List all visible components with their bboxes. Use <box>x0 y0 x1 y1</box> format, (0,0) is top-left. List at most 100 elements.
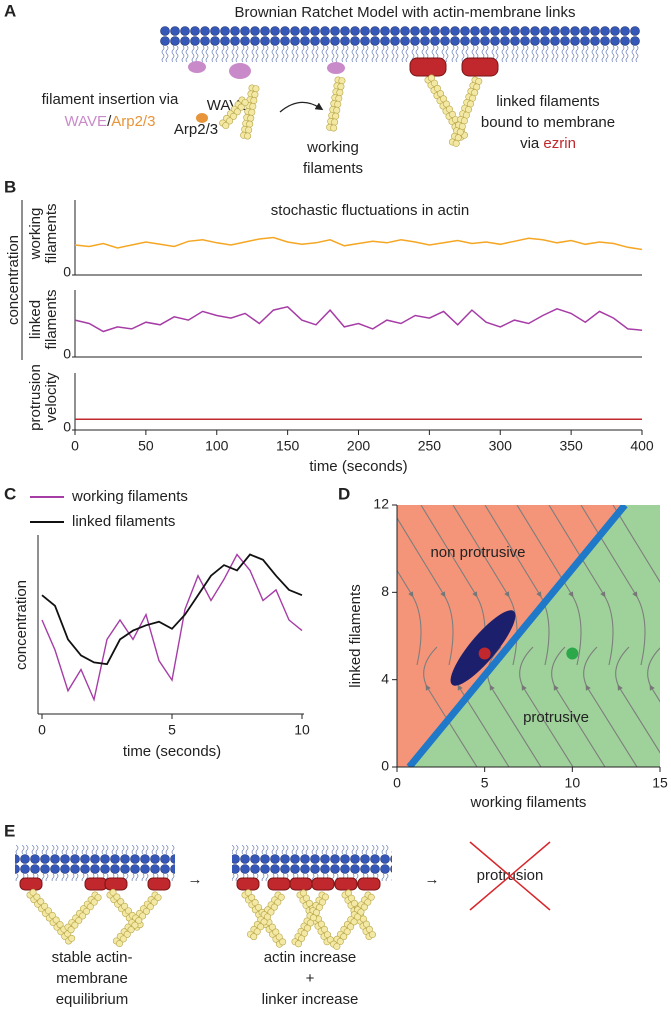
actin-bead <box>268 923 276 931</box>
actin-bead <box>336 89 344 97</box>
streamline <box>615 646 660 754</box>
actin-bead <box>255 903 263 911</box>
y-tick-label: 0 <box>63 419 71 435</box>
wave-protein <box>188 61 345 79</box>
state-label: membrane <box>56 970 128 987</box>
y-group-label: concentration <box>5 235 22 325</box>
actin-bead <box>250 933 258 941</box>
arp-text: Arp2/3 <box>111 113 155 130</box>
actin-bead <box>29 888 37 896</box>
region-label: non protrusive <box>430 544 525 561</box>
actin-bead <box>142 907 150 915</box>
actin-bead <box>127 926 135 934</box>
actin-bead <box>315 903 323 911</box>
state-label: equilibrium <box>56 991 129 1008</box>
actin-bead <box>365 925 373 933</box>
actin-bead <box>150 898 158 906</box>
streamline <box>647 647 660 703</box>
actin-bead <box>264 913 272 921</box>
actin-bead <box>267 908 275 916</box>
actin-bead <box>336 938 344 946</box>
filament <box>64 891 102 934</box>
x-tick-label: 400 <box>630 438 654 454</box>
actin-bead <box>115 940 123 948</box>
actin-bead <box>244 132 252 140</box>
x-tick-label: 0 <box>71 438 79 454</box>
arrow: → <box>425 871 440 888</box>
actin-bead <box>334 100 342 108</box>
wave-text: WAVE <box>65 113 108 130</box>
linked-label: linked filaments <box>496 93 599 110</box>
actin-bead <box>320 925 328 933</box>
filament <box>219 96 249 130</box>
actin-bead <box>94 894 102 902</box>
actin-bead <box>303 924 311 932</box>
actin-bead <box>448 110 456 118</box>
series-line <box>41 553 303 702</box>
actin-bead <box>226 117 234 125</box>
x-tick-label: 15 <box>652 775 668 791</box>
ezrin <box>84 877 108 891</box>
actin-bead <box>272 928 280 936</box>
filament <box>291 891 329 948</box>
y-tick-label: 12 <box>373 496 389 512</box>
membrane <box>160 26 640 62</box>
actin-bead <box>347 894 355 902</box>
streamline <box>580 505 646 666</box>
series-line <box>41 553 303 666</box>
ezrin <box>357 877 381 891</box>
actin-bead <box>250 97 258 105</box>
actin-bead <box>333 106 341 114</box>
actin-bead <box>427 74 435 82</box>
actin-bead <box>41 902 49 910</box>
y-axis-label: filaments <box>43 289 60 349</box>
filament <box>112 891 162 948</box>
actin-bead <box>338 77 346 85</box>
actin-bead <box>113 893 121 901</box>
actin-bead <box>445 105 453 113</box>
actin-bead <box>247 114 255 122</box>
arrow <box>279 101 324 113</box>
actin-bead <box>333 942 341 950</box>
actin-bead <box>139 912 147 920</box>
streamline <box>423 646 478 767</box>
streamline <box>548 505 614 666</box>
filament <box>240 84 260 140</box>
y-axis-label: filaments <box>43 203 60 263</box>
region <box>409 505 660 767</box>
actin-bead <box>321 893 329 901</box>
actin-bead <box>305 899 313 907</box>
actin-bead <box>131 921 139 929</box>
linked-label: via ezrin <box>520 135 576 152</box>
actin-bead <box>350 899 358 907</box>
state-label: actin increase <box>264 949 357 966</box>
actin-bead <box>350 918 358 926</box>
x-tick-label: 0 <box>393 775 401 791</box>
actin-bead <box>274 898 282 906</box>
x-axis-label: time (seconds) <box>309 458 407 475</box>
actin-bead <box>109 888 117 896</box>
arp-icon <box>196 113 208 123</box>
actin-bead <box>248 894 256 902</box>
streamline <box>516 505 582 666</box>
streamline <box>484 505 550 666</box>
actin-bead <box>368 931 376 939</box>
boundary <box>406 505 628 767</box>
actin-bead <box>67 926 75 934</box>
actin-bead <box>75 917 83 925</box>
y-axis-label: linked <box>27 300 44 339</box>
cross <box>469 841 551 911</box>
actin-bead <box>318 898 326 906</box>
x-tick-label: 50 <box>138 438 154 454</box>
ezrin <box>289 877 313 891</box>
actin-bead <box>33 893 41 901</box>
actin-bead <box>253 928 261 936</box>
actin-bead <box>124 907 132 915</box>
actin-bead <box>71 921 79 929</box>
actin-bead <box>86 903 94 911</box>
y-tick-label: 0 <box>63 346 71 362</box>
actin-bead <box>312 909 320 917</box>
actin-bead <box>337 83 345 91</box>
panel-title: Brownian Ratchet Model with actin-membra… <box>235 4 576 21</box>
actin-bead <box>245 126 253 134</box>
